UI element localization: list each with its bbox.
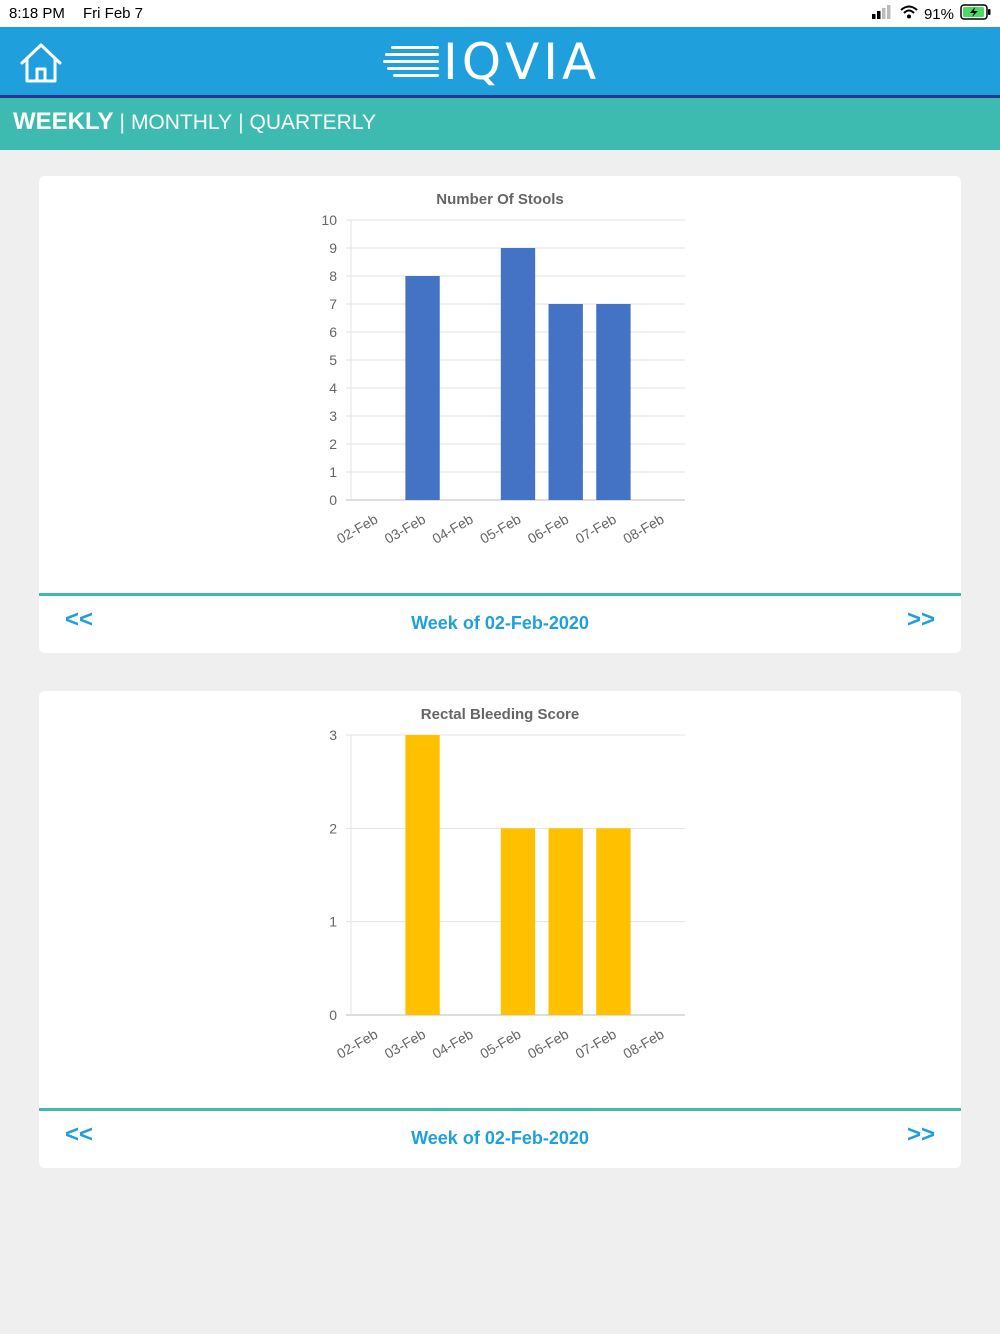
cellular-signal-icon — [871, 5, 894, 23]
y-tick-label: 2 — [329, 436, 337, 452]
y-tick-label: 2 — [329, 820, 337, 836]
home-icon — [18, 43, 64, 89]
tab-separator: | — [119, 111, 125, 134]
bar-06-Feb[interactable] — [548, 304, 583, 500]
y-tick-label: 7 — [329, 296, 337, 312]
stools-chart: Number Of Stools 0 1 2 3 4 5 6 7 8 9 10 02-Feb 03-Feb… — [321, 191, 685, 547]
y-tick-label: 10 — [321, 212, 337, 228]
week-navigator: << Week of 02-Feb-2020 >> — [39, 593, 961, 656]
x-tick-label: 08-Feb — [620, 511, 667, 547]
previous-week-button[interactable]: << — [65, 606, 94, 633]
next-week-button[interactable]: >> — [906, 1121, 935, 1148]
y-tick-label: 1 — [329, 914, 337, 930]
x-tick-label: 07-Feb — [573, 511, 620, 547]
x-tick-label: 05-Feb — [477, 511, 524, 547]
previous-week-button[interactable]: << — [65, 1121, 94, 1148]
y-tick-label: 5 — [329, 352, 337, 368]
bar-07-Feb[interactable] — [596, 828, 631, 1015]
tab-quarterly[interactable]: QUARTERLY — [249, 111, 376, 134]
tab-monthly[interactable]: MONTHLY — [130, 111, 233, 134]
x-tick-label: 08-Feb — [620, 1026, 667, 1062]
status-date: Fri Feb 7 — [83, 5, 144, 22]
battery-charging-icon — [960, 4, 992, 24]
chart-title: Rectal Bleeding Score — [421, 706, 579, 723]
x-tick-label: 04-Feb — [429, 1026, 476, 1062]
tab-separator: | — [238, 111, 244, 134]
bar-03-Feb[interactable] — [405, 276, 440, 500]
logo-speed-lines — [383, 46, 439, 77]
y-tick-label: 4 — [329, 380, 337, 396]
period-tab-bar: WEEKLY | MONTHLY | QUARTERLY — [0, 98, 1000, 150]
rectal-bleeding-chart: Rectal Bleeding Score 0 1 2 3 02-Feb 03-Feb 04-… — [329, 706, 685, 1062]
y-tick-label: 0 — [329, 1007, 337, 1023]
bar-03-Feb[interactable] — [405, 735, 440, 1015]
x-tick-label: 02-Feb — [334, 511, 381, 547]
stools-chart-card: Number Of Stools 0 1 2 3 4 5 6 7 8 9 10 02-Feb 03-Feb… — [39, 176, 961, 653]
status-bar: 8:18 PM Fri Feb 7 91% — [0, 0, 1000, 27]
x-tick-label: 07-Feb — [573, 1026, 620, 1062]
x-tick-label: 03-Feb — [382, 1026, 429, 1062]
bar-06-Feb[interactable] — [548, 828, 583, 1015]
brand-name: IQVIA — [443, 33, 601, 91]
x-tick-label: 06-Feb — [525, 511, 572, 547]
wifi-icon — [900, 5, 918, 23]
home-button[interactable] — [18, 41, 64, 85]
bar-05-Feb[interactable] — [500, 248, 536, 500]
app-header: IQVIA — [0, 27, 1000, 98]
status-time: 8:18 PM — [9, 5, 65, 22]
week-label: Week of 02-Feb-2020 — [411, 1128, 589, 1148]
y-tick-label: 1 — [329, 464, 337, 480]
y-tick-label: 0 — [329, 492, 337, 508]
x-tick-label: 06-Feb — [525, 1026, 572, 1062]
tab-weekly[interactable]: WEEKLY — [13, 108, 114, 135]
week-label: Week of 02-Feb-2020 — [411, 613, 589, 633]
bar-05-Feb[interactable] — [500, 828, 536, 1015]
y-tick-label: 3 — [329, 408, 337, 424]
x-tick-label: 05-Feb — [477, 1026, 524, 1062]
y-tick-label: 9 — [329, 240, 337, 256]
chart-title: Number Of Stools — [436, 191, 564, 208]
battery-percentage: 91% — [923, 5, 954, 23]
rectal-bleeding-chart-card: Rectal Bleeding Score 0 1 2 3 02-Feb 03-Feb 04-… — [39, 691, 961, 1168]
brand-logo: IQVIA — [383, 37, 623, 87]
x-tick-label: 04-Feb — [429, 511, 476, 547]
status-indicators: 91% — [871, 4, 992, 24]
next-week-button[interactable]: >> — [906, 606, 935, 633]
y-tick-label: 3 — [329, 727, 337, 743]
x-tick-label: 03-Feb — [382, 511, 429, 547]
bar-07-Feb[interactable] — [596, 304, 631, 500]
y-tick-label: 6 — [329, 324, 337, 340]
week-navigator: << Week of 02-Feb-2020 >> — [39, 1108, 961, 1171]
y-tick-label: 8 — [329, 268, 337, 284]
x-tick-label: 02-Feb — [334, 1026, 381, 1062]
